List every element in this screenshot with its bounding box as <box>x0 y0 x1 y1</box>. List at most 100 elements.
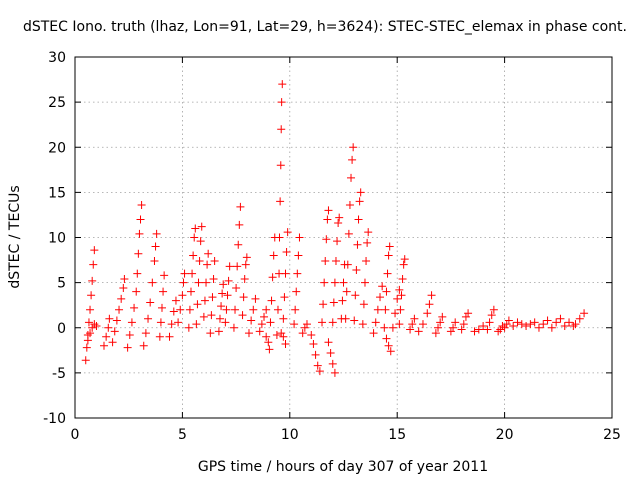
x-tick-label: 5 <box>178 427 187 443</box>
data-point <box>196 237 205 246</box>
data-point <box>376 293 385 302</box>
chart-title: dSTEC Iono. truth (lhaz, Lon=91, Lat=29,… <box>23 19 627 35</box>
data-point <box>88 276 97 285</box>
data-point <box>381 305 390 314</box>
data-point <box>267 296 276 305</box>
data-point <box>159 287 168 296</box>
data-point <box>292 287 301 296</box>
data-points <box>81 80 589 377</box>
data-point <box>280 293 289 302</box>
data-point <box>434 323 443 332</box>
data-point <box>281 339 290 348</box>
y-tick-label: 15 <box>48 185 66 201</box>
data-point <box>234 240 243 249</box>
data-point <box>328 359 337 368</box>
data-point <box>132 287 141 296</box>
data-point <box>186 287 195 296</box>
data-point <box>552 318 561 327</box>
data-point <box>517 320 526 329</box>
data-point <box>504 316 513 325</box>
y-tick-label: 25 <box>48 95 66 111</box>
data-point <box>179 278 188 287</box>
data-point <box>343 260 352 269</box>
x-tick-label: 0 <box>71 427 80 443</box>
data-point <box>135 229 144 238</box>
data-point <box>397 291 406 300</box>
data-point <box>88 323 97 332</box>
data-point <box>344 229 353 238</box>
y-tick-label: 10 <box>48 231 66 247</box>
data-point <box>136 215 145 224</box>
data-point <box>309 339 318 348</box>
data-point <box>231 305 240 314</box>
data-point <box>320 278 329 287</box>
data-point <box>461 312 470 321</box>
data-point <box>359 300 368 309</box>
data-point <box>174 318 183 327</box>
data-point <box>283 228 292 237</box>
data-point <box>410 314 419 323</box>
data-point <box>139 341 148 350</box>
data-point <box>108 338 117 347</box>
data-point <box>169 307 178 316</box>
data-point <box>438 312 447 321</box>
data-point <box>104 323 113 332</box>
data-point <box>324 338 333 347</box>
data-point <box>451 318 460 327</box>
data-point <box>391 309 400 318</box>
data-point <box>242 253 251 262</box>
data-point <box>203 260 212 269</box>
data-point <box>92 321 101 330</box>
data-point <box>189 251 198 260</box>
data-point <box>580 309 589 318</box>
data-point <box>195 256 204 265</box>
data-point <box>150 256 159 265</box>
data-point <box>373 305 382 314</box>
data-point <box>165 332 174 341</box>
data-point <box>436 318 445 327</box>
data-point <box>384 341 393 350</box>
data-point <box>152 229 161 238</box>
data-point <box>204 249 213 258</box>
data-point <box>279 332 288 341</box>
data-point <box>268 273 277 282</box>
data-point <box>388 323 397 332</box>
data-point <box>457 325 466 334</box>
data-point <box>90 320 99 329</box>
data-point <box>307 330 316 339</box>
data-point <box>81 356 90 365</box>
data-point <box>295 233 304 242</box>
data-point <box>112 316 121 325</box>
data-point <box>249 305 258 314</box>
data-point <box>487 311 496 320</box>
data-point <box>123 343 132 352</box>
data-point <box>90 246 99 255</box>
data-point <box>513 318 522 327</box>
data-point <box>115 305 124 314</box>
data-point <box>291 305 300 314</box>
data-point <box>265 345 274 354</box>
data-point <box>89 260 98 269</box>
data-point <box>192 320 201 329</box>
x-tick-label: 10 <box>281 427 299 443</box>
data-point <box>82 343 91 352</box>
data-point <box>202 278 211 287</box>
data-point <box>190 233 199 242</box>
data-point <box>184 323 193 332</box>
data-point <box>423 309 432 318</box>
y-tick-label: -5 <box>52 366 66 382</box>
y-tick-label: -10 <box>43 411 66 427</box>
x-tick-label: 15 <box>388 427 406 443</box>
data-point <box>464 309 473 318</box>
data-point <box>144 314 153 323</box>
data-point <box>240 275 249 284</box>
data-point <box>110 327 119 336</box>
data-point <box>141 329 150 338</box>
data-point <box>326 349 335 358</box>
data-point <box>244 329 253 338</box>
plot-frame <box>74 56 613 419</box>
data-point <box>362 256 371 265</box>
data-point <box>322 235 331 244</box>
data-point <box>449 323 458 332</box>
